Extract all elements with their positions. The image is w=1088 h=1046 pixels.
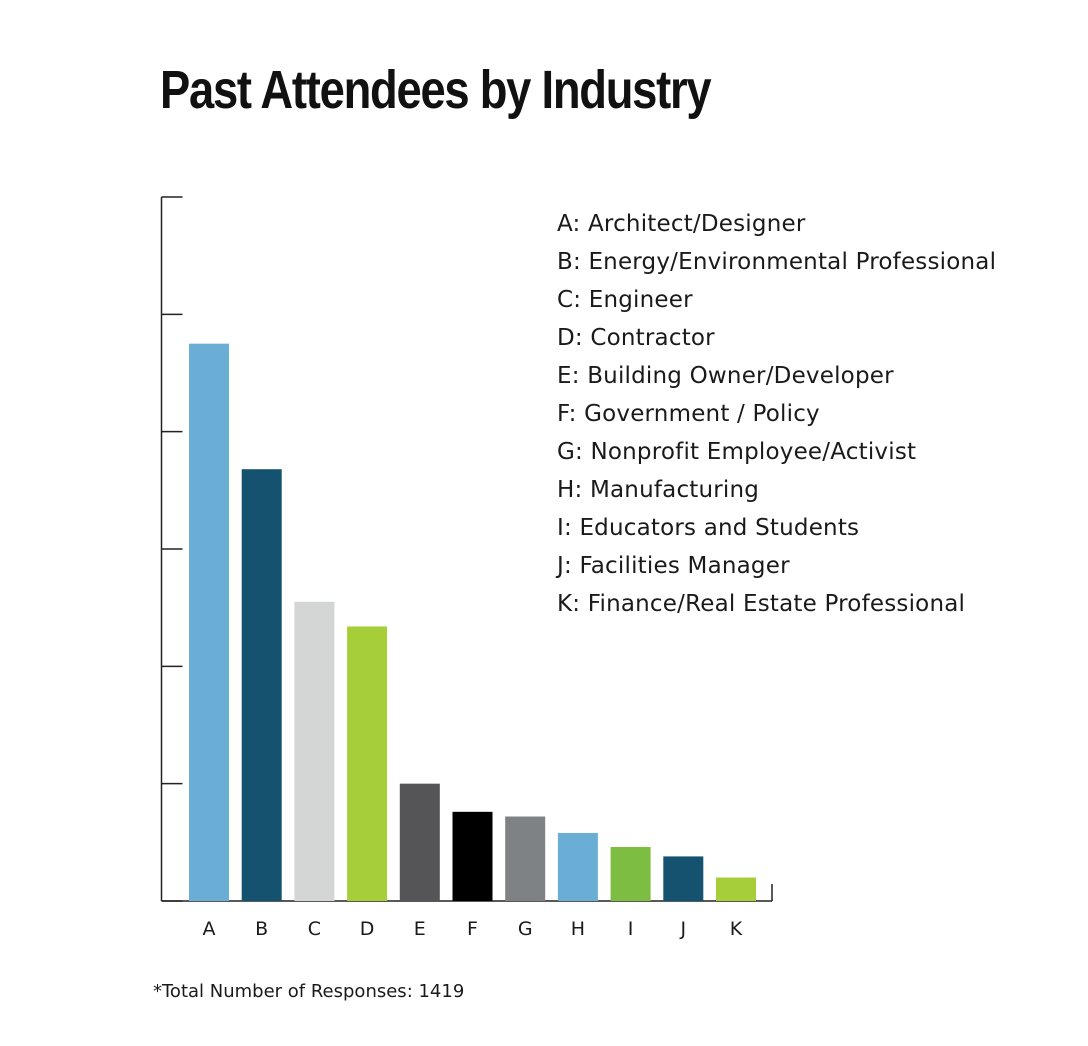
bar-f [452,811,493,901]
legend-entry: G: Nonprofit Employee/Activist [557,439,917,465]
legend-entry: D: Contractor [557,325,715,351]
legend-entry: C: Engineer [557,287,693,313]
bar-i [610,847,651,901]
x-tick-label-h: H [571,918,585,940]
x-tick-label-k: K [730,918,743,940]
bar-k [716,877,756,901]
legend-entry: K: Finance/Real Estate Professional [557,591,966,617]
bar-g [505,816,546,901]
x-tick-label-e: E [414,918,426,940]
legend-entry: B: Energy/Environmental Professional [557,249,997,275]
x-tick-label-c: C [308,918,321,940]
legend-entry: I: Educators and Students [557,515,860,541]
legend-entry: H: Manufacturing [557,477,760,503]
x-tick-labels: A B C D E F G H I J K [203,918,743,940]
x-tick-label-b: B [255,918,268,940]
bar-layer [189,343,756,902]
chart-title: Past Attendees by Industry [160,60,712,120]
legend-entry: A: Architect/Designer [557,211,806,237]
bar-h [557,832,598,901]
x-tick-label-f: F [467,918,478,940]
legend-entry: F: Government / Policy [557,401,820,427]
legend-entry: J: Facilities Manager [557,553,790,579]
footnote: *Total Number of Responses: 1419 [153,981,465,1002]
x-tick-label-i: I [628,918,634,940]
x-tick-label-g: G [518,918,533,940]
legend: A: Architect/Designer B: Energy/Environme… [557,205,996,623]
bar-a [189,343,229,902]
bar-d [347,626,388,901]
x-tick-label-a: A [203,918,216,940]
x-tick-label-j: J [679,918,686,940]
legend-entry: E: Building Owner/Developer [557,363,894,389]
x-tick-label-d: D [360,918,375,940]
bar-c [294,601,335,901]
bar-b [241,469,282,901]
bar-e [399,783,440,901]
bar-j [663,856,704,901]
